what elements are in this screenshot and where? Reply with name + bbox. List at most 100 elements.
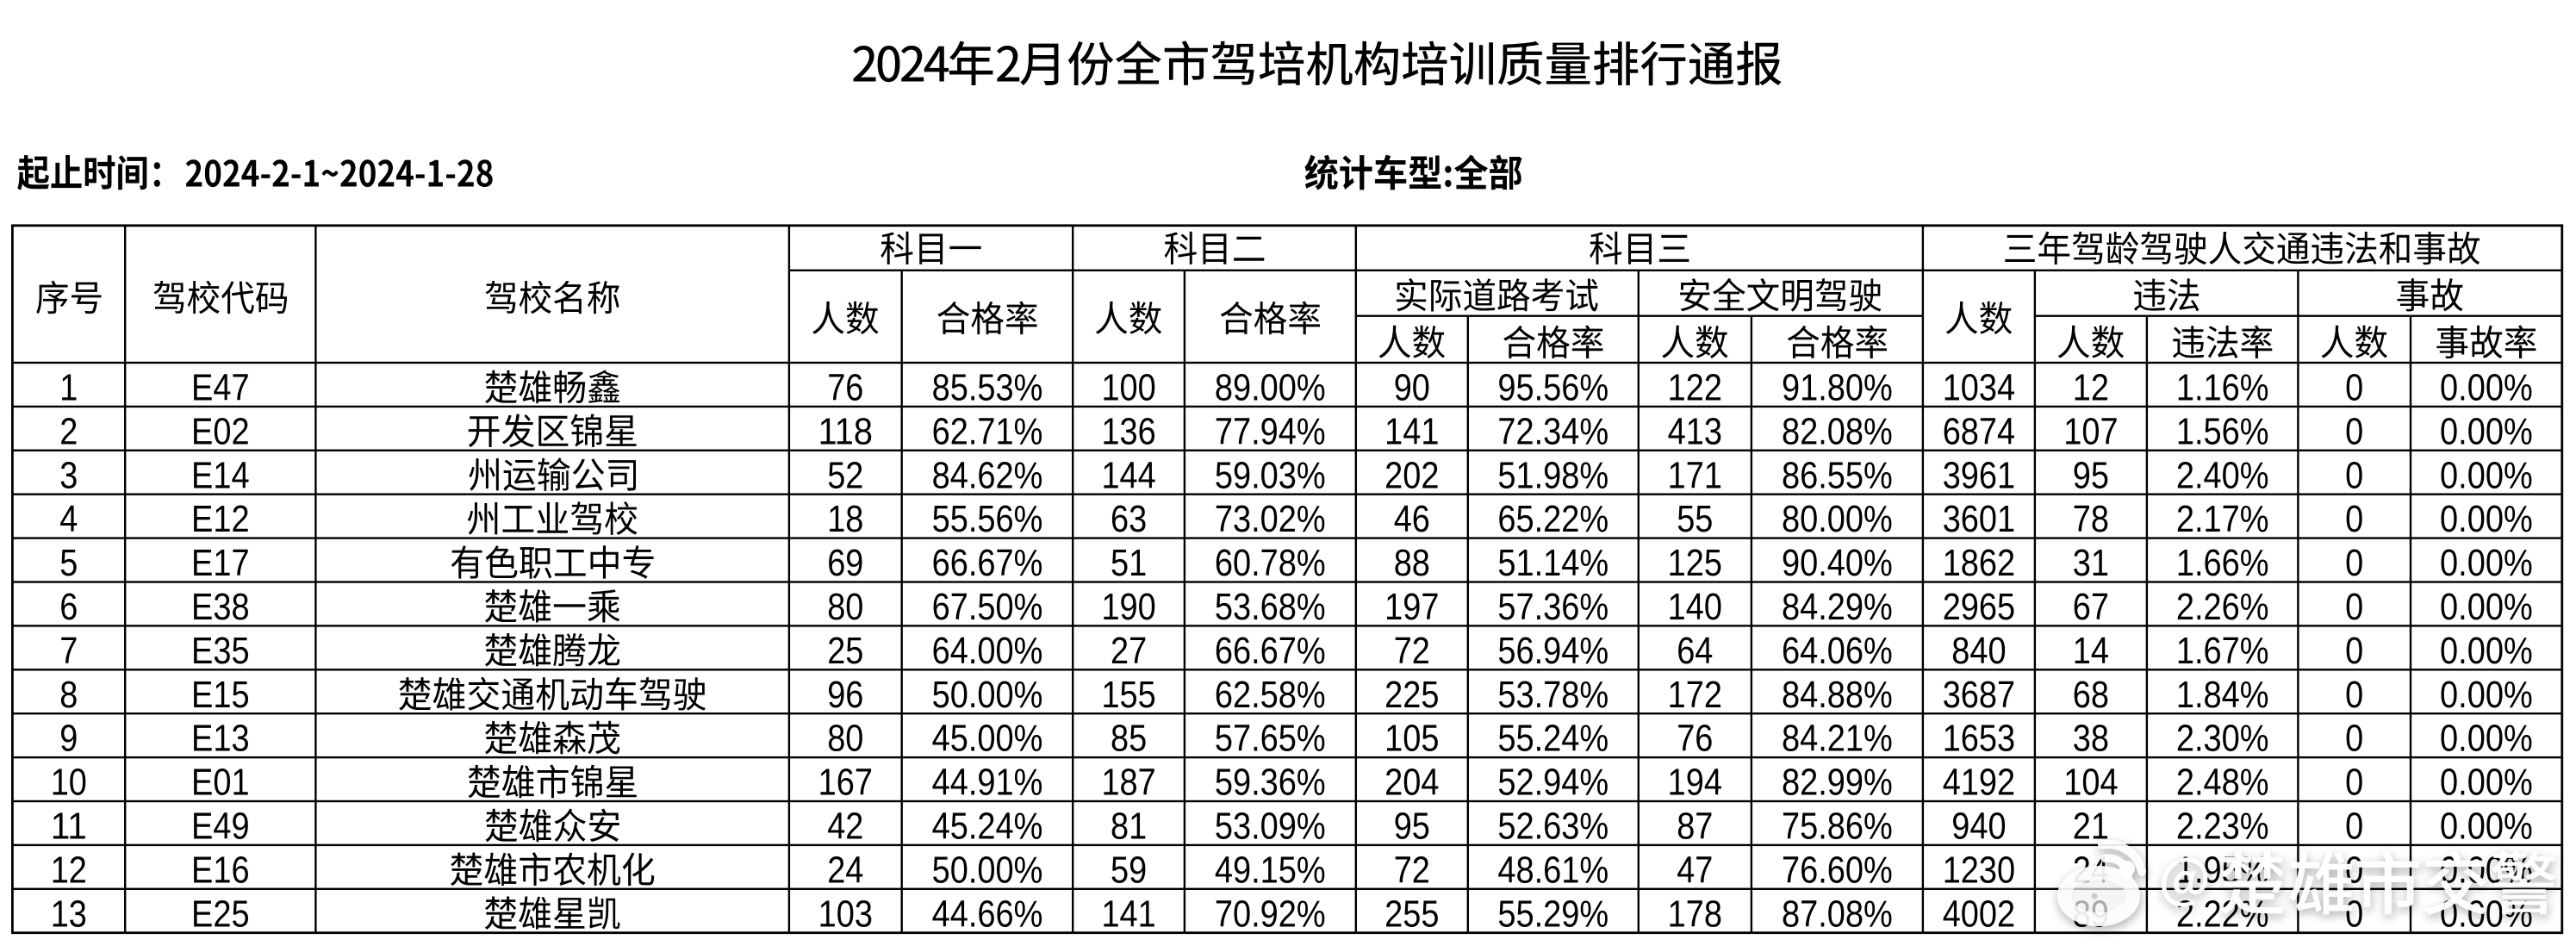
svg-text:413: 413 [1668,410,1722,452]
svg-text:840: 840 [1951,630,2006,672]
svg-text:84.88%: 84.88% [1782,674,1893,716]
svg-text:0: 0 [2345,849,2363,891]
svg-text:2.17%: 2.17% [2176,498,2269,540]
svg-text:E15: E15 [191,674,250,716]
svg-text:1653: 1653 [1943,718,2015,760]
svg-text:0: 0 [2345,367,2363,409]
svg-text:194: 194 [1668,762,1722,804]
svg-text:100: 100 [1101,367,1155,409]
svg-text:18: 18 [827,498,863,540]
svg-text:0: 0 [2345,454,2363,496]
svg-text:118: 118 [818,410,873,452]
svg-text:2.23%: 2.23% [2176,806,2269,848]
svg-text:64.00%: 64.00% [932,630,1043,672]
svg-text:144: 144 [1101,454,1155,496]
svg-text:25: 25 [827,630,863,672]
svg-text:0.00%: 0.00% [2440,674,2533,716]
svg-text:E47: E47 [191,367,250,409]
svg-text:0.00%: 0.00% [2440,367,2533,409]
svg-text:86.55%: 86.55% [1782,454,1893,496]
svg-text:50.00%: 50.00% [932,849,1043,891]
svg-text:4192: 4192 [1943,762,2015,804]
svg-text:171: 171 [1668,454,1722,496]
svg-text:12: 12 [51,849,87,891]
svg-text:51.98%: 51.98% [1497,454,1608,496]
svg-text:96: 96 [827,674,863,716]
svg-text:225: 225 [1384,674,1439,716]
svg-text:38: 38 [2073,718,2109,760]
svg-text:0.00%: 0.00% [2440,410,2533,452]
svg-text:6: 6 [59,586,78,628]
svg-text:E49: E49 [191,806,250,848]
svg-text:2: 2 [59,410,78,452]
svg-text:E01: E01 [191,762,250,804]
svg-text:52.94%: 52.94% [1497,762,1608,804]
svg-text:49.15%: 49.15% [1215,849,1326,891]
svg-text:53.09%: 53.09% [1215,806,1326,848]
svg-text:3601: 3601 [1943,498,2015,540]
svg-text:190: 190 [1101,586,1155,628]
svg-text:E16: E16 [191,849,250,891]
svg-text:85.53%: 85.53% [932,367,1043,409]
svg-text:95: 95 [2073,454,2109,496]
svg-text:E25: E25 [191,893,250,935]
svg-text:72.34%: 72.34% [1497,410,1608,452]
svg-text:78: 78 [2073,498,2109,540]
svg-text:4002: 4002 [1943,893,2015,935]
svg-text:0: 0 [2345,630,2363,672]
svg-text:1862: 1862 [1943,542,2015,584]
svg-text:84.29%: 84.29% [1782,586,1893,628]
svg-text:70.92%: 70.92% [1215,893,1326,935]
svg-text:105: 105 [1384,718,1439,760]
svg-text:255: 255 [1384,893,1439,935]
svg-text:62.58%: 62.58% [1215,674,1326,716]
svg-text:167: 167 [818,762,873,804]
svg-text:1.16%: 1.16% [2176,367,2269,409]
svg-text:21: 21 [2073,806,2109,848]
svg-text:76.60%: 76.60% [1782,849,1893,891]
svg-text:2.26%: 2.26% [2176,586,2269,628]
svg-text:0: 0 [2345,762,2363,804]
svg-text:2.40%: 2.40% [2176,454,2269,496]
svg-text:0.00%: 0.00% [2440,718,2533,760]
svg-text:155: 155 [1101,674,1155,716]
svg-text:3: 3 [59,454,78,496]
svg-text:1.56%: 1.56% [2176,410,2269,452]
svg-text:8: 8 [59,674,78,716]
svg-text:4: 4 [59,498,78,540]
svg-text:84.62%: 84.62% [932,454,1043,496]
svg-text:80.00%: 80.00% [1782,498,1893,540]
svg-text:204: 204 [1384,762,1439,804]
svg-text:80: 80 [827,718,863,760]
svg-text:80: 80 [827,586,863,628]
svg-text:72: 72 [1394,849,1430,891]
svg-text:55: 55 [1677,498,1713,540]
svg-text:E14: E14 [191,454,250,496]
svg-text:59: 59 [1111,849,1147,891]
svg-text:104: 104 [2063,762,2118,804]
svg-text:95.56%: 95.56% [1497,367,1608,409]
svg-text:1.67%: 1.67% [2176,630,2269,672]
svg-text:0.00%: 0.00% [2440,454,2533,496]
svg-text:84.21%: 84.21% [1782,718,1893,760]
svg-text:76: 76 [827,367,863,409]
svg-text:9: 9 [59,718,78,760]
svg-text:1: 1 [59,367,78,409]
svg-text:2.48%: 2.48% [2176,762,2269,804]
svg-text:82.99%: 82.99% [1782,762,1893,804]
svg-text:55.29%: 55.29% [1497,893,1608,935]
svg-text:197: 197 [1384,586,1439,628]
svg-text:3961: 3961 [1943,454,2015,496]
svg-text:11: 11 [51,806,87,848]
svg-text:0.00%: 0.00% [2440,630,2533,672]
svg-text:1034: 1034 [1943,367,2015,409]
svg-text:125: 125 [1668,542,1722,584]
svg-text:47: 47 [1677,849,1713,891]
svg-text:172: 172 [1668,674,1722,716]
svg-text:940: 940 [1951,806,2006,848]
svg-text:14: 14 [2073,630,2109,672]
svg-text:95: 95 [1394,806,1430,848]
svg-text:13: 13 [51,893,87,935]
svg-text:44.91%: 44.91% [932,762,1043,804]
svg-text:55.24%: 55.24% [1497,718,1608,760]
